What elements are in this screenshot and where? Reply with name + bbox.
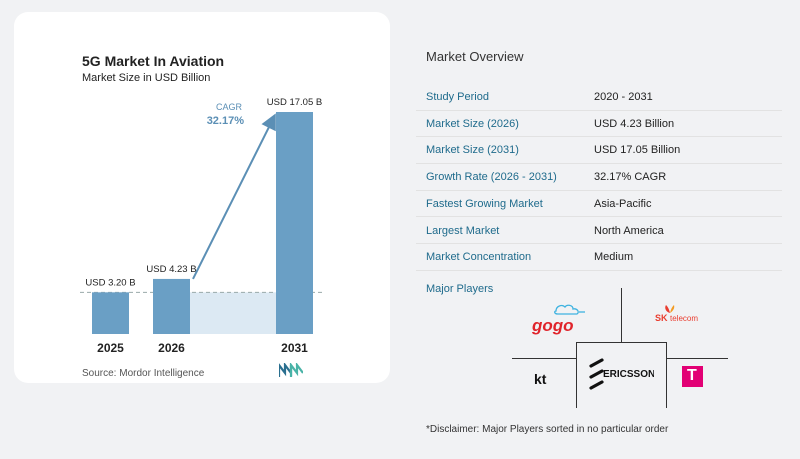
disclaimer-text: *Disclaimer: Major Players sorted in no … [426, 424, 669, 435]
ericsson-logo-icon: ERICSSON [589, 358, 654, 390]
growth-band [190, 292, 276, 334]
grid-divider [576, 342, 667, 343]
overview-row: Growth Rate (2026 - 2031) 32.17% CAGR [416, 164, 782, 191]
overview-row-value: 2020 - 2031 [594, 91, 653, 103]
overview-row-label: Largest Market [426, 224, 500, 237]
category-label: 2025 [97, 341, 124, 355]
overview-row-value: Asia-Pacific [594, 197, 652, 210]
overview-row: Fastest Growing Market Asia-Pacific [416, 191, 782, 218]
overview-row-label: Market Concentration [426, 251, 532, 264]
overview-row-label: Fastest Growing Market [426, 197, 543, 210]
category-label: 2031 [281, 341, 308, 355]
sk-butterfly-icon [665, 305, 675, 313]
gogo-logo-icon: gogo [531, 304, 585, 335]
bar-2025 [92, 292, 129, 334]
chart-subtitle: Market Size in USD Billion [82, 72, 211, 84]
kt-logo: kt [534, 371, 547, 387]
overview-row: Study Period 2020 - 2031 [416, 84, 782, 111]
overview-row-label: Growth Rate (2026 - 2031) [426, 171, 557, 184]
svg-text:gogo: gogo [531, 316, 574, 335]
svg-text:ERICSSON: ERICSSON [603, 369, 654, 380]
overview-row: Largest Market North America [416, 218, 782, 244]
overview-row: Market Size (2026) USD 4.23 Billion [416, 111, 782, 138]
bar-2031 [276, 112, 313, 334]
t-mobile-logo: T [682, 366, 703, 387]
overview-row-label: Market Size (2026) [426, 117, 519, 130]
mordor-logo-icon [279, 363, 303, 377]
market-overview-title: Market Overview [426, 49, 524, 64]
grid-divider [666, 342, 667, 408]
t-mobile-logo-text: T [687, 367, 697, 384]
overview-row-label: Market Size (2031) [426, 144, 519, 157]
category-label: 2026 [158, 341, 185, 355]
bar-2026 [153, 278, 190, 334]
cagr-label: CAGR [216, 102, 243, 112]
major-players-title: Major Players [426, 283, 494, 295]
bar-value-label: USD 17.05 B [267, 97, 322, 108]
overview-row-value: Medium [594, 251, 634, 264]
source-label: Source: Mordor Intelligence [82, 368, 205, 379]
overview-row: Market Size (2031) USD 17.05 Billion [416, 137, 782, 164]
grid-divider [666, 358, 728, 359]
overview-row-value: USD 17.05 Billion [594, 144, 681, 157]
bar-chart: USD 3.20 B 2025 USD 4.23 B 2026 USD 17.05 B 2… [80, 97, 325, 355]
overview-row-value: 32.17% CAGR [594, 171, 667, 184]
chart-title: 5G Market In Aviation [82, 53, 225, 69]
telecom-logo-text: telecom [670, 314, 699, 323]
cagr-arrow [192, 113, 276, 280]
grid-divider [621, 288, 622, 342]
overview-row-value: USD 4.23 Billion [594, 117, 675, 130]
cagr-value: 32.17% [207, 115, 245, 127]
grid-divider [576, 342, 577, 408]
sk-telecom-logo: SK telecom [655, 304, 705, 326]
overview-row-label: Study Period [426, 91, 489, 103]
grid-divider [512, 358, 576, 359]
overview-row: Market Concentration Medium [416, 244, 782, 271]
bar-value-label: USD 3.20 B [85, 277, 135, 288]
bar-value-label: USD 4.23 B [146, 264, 196, 275]
overview-row-value: North America [594, 224, 664, 237]
sk-logo-text: SK [655, 313, 668, 323]
